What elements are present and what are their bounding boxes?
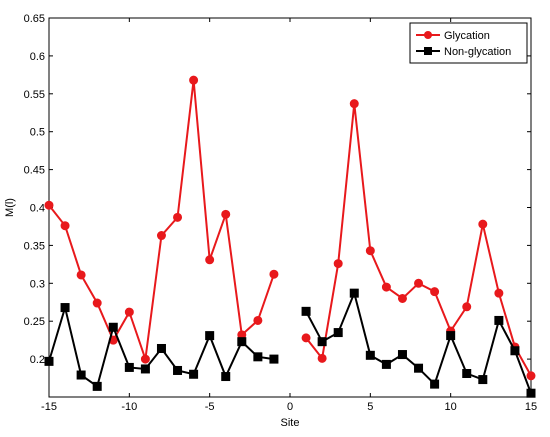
data-point <box>397 293 407 303</box>
data-point <box>253 315 263 325</box>
x-axis-ticks: -15 -10 -5 0 5 10 15 <box>41 18 537 413</box>
legend-label: Glycation <box>444 30 490 42</box>
x-tick-label: 15 <box>525 401 537 413</box>
data-point <box>462 369 472 379</box>
data-point <box>108 322 118 332</box>
series-line <box>305 289 532 394</box>
legend-label: Non-glycation <box>444 46 511 58</box>
data-point <box>365 350 375 360</box>
data-point <box>365 246 375 256</box>
x-tick-label: 10 <box>445 401 457 413</box>
y-tick-label: 0.55 <box>24 89 45 101</box>
data-point <box>526 388 536 398</box>
data-point <box>397 350 407 360</box>
data-point <box>60 303 70 313</box>
data-point <box>478 219 488 229</box>
data-point <box>189 369 199 379</box>
data-point <box>317 353 327 363</box>
data-point <box>60 221 70 231</box>
x-tick-label: 5 <box>367 401 373 413</box>
data-point <box>269 269 279 279</box>
series-line <box>48 80 275 360</box>
x-tick-label: -15 <box>41 401 57 413</box>
data-point <box>430 287 440 297</box>
y-tick-label: 0.65 <box>24 13 45 25</box>
legend: Glycation Non-glycation <box>409 22 528 64</box>
data-point <box>173 365 183 375</box>
data-point <box>301 333 311 343</box>
y-tick-label: 0.2 <box>30 354 45 366</box>
x-axis-label: Site <box>281 417 300 429</box>
data-point <box>333 328 343 338</box>
y-tick-label: 0.25 <box>24 316 45 328</box>
data-point <box>156 231 166 241</box>
data-point <box>173 212 183 222</box>
data-point <box>76 370 86 380</box>
data-point <box>124 307 134 317</box>
data-point <box>92 298 102 308</box>
data-point <box>156 343 166 353</box>
data-point <box>205 331 215 341</box>
y-axis-ticks: 0.2 0.25 0.3 0.35 0.4 0.45 0.5 0.55 0.6 0.65 <box>24 13 531 366</box>
data-point <box>317 337 327 347</box>
x-tick-label: -10 <box>121 401 137 413</box>
y-tick-label: 0.5 <box>30 127 45 139</box>
data-point <box>189 75 199 85</box>
series-layer <box>44 75 536 398</box>
x-tick-label: 0 <box>287 401 293 413</box>
data-point <box>44 356 54 366</box>
plot-area <box>48 17 532 398</box>
data-point <box>269 354 279 364</box>
legend-marker <box>424 47 432 55</box>
y-tick-label: 0.6 <box>30 51 45 63</box>
legend-entry-glycation: Glycation <box>416 30 490 42</box>
data-point <box>381 359 391 369</box>
data-point <box>92 381 102 391</box>
y-tick-label: 0.45 <box>24 165 45 177</box>
data-point <box>253 352 263 362</box>
y-tick-label: 0.3 <box>30 278 45 290</box>
data-point <box>462 302 472 312</box>
data-point <box>205 255 215 265</box>
data-point <box>76 270 86 280</box>
data-point <box>237 337 247 347</box>
legend-box <box>409 22 528 64</box>
data-point <box>414 278 424 288</box>
data-point <box>526 371 536 381</box>
axes-box <box>48 17 532 398</box>
data-point <box>124 362 134 372</box>
data-point <box>349 99 359 109</box>
data-point <box>510 346 520 356</box>
data-point <box>301 306 311 316</box>
data-point <box>494 315 504 325</box>
legend-entry-non-glycation: Non-glycation <box>416 46 511 58</box>
data-point <box>333 259 343 269</box>
data-point <box>221 372 231 382</box>
y-tick-label: 0.35 <box>24 240 45 252</box>
data-point <box>221 209 231 219</box>
data-point <box>349 288 359 298</box>
data-point <box>140 364 150 374</box>
data-point <box>478 375 488 385</box>
series-non-glycation <box>44 288 536 398</box>
series-glycation <box>44 75 536 381</box>
x-tick-label: -5 <box>205 401 215 413</box>
data-point <box>446 331 456 341</box>
data-point <box>414 363 424 373</box>
data-point <box>44 200 54 210</box>
data-point <box>430 379 440 389</box>
legend-marker <box>424 31 432 39</box>
data-point <box>494 288 504 298</box>
data-point <box>381 282 391 292</box>
data-point <box>140 354 150 364</box>
y-tick-label: 0.4 <box>30 203 45 215</box>
y-axis-label: M(l) <box>4 198 16 217</box>
